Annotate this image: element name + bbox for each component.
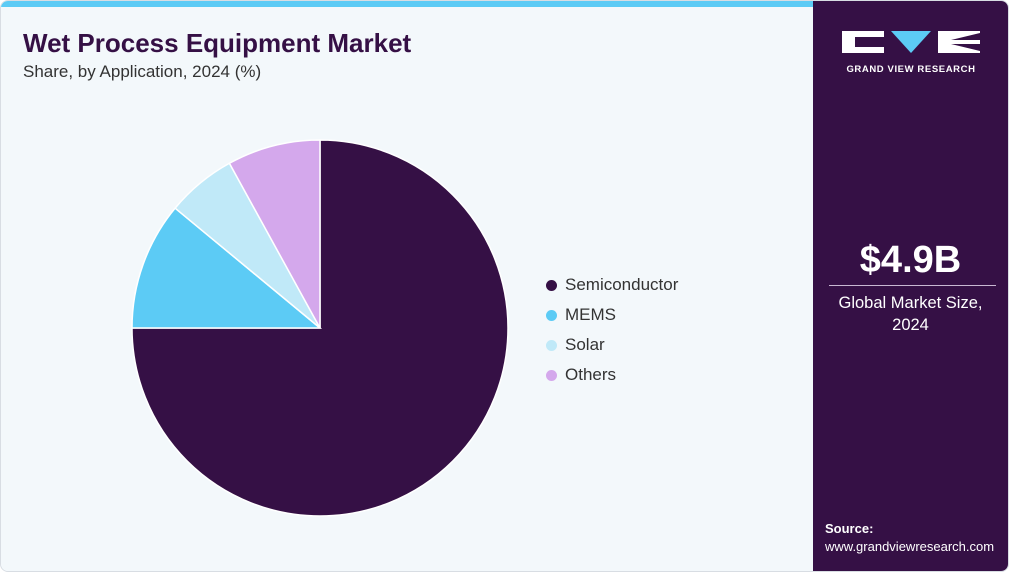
accent-bar — [1, 1, 813, 7]
market-size-label-line1: Global Market Size, — [838, 294, 983, 312]
brand-logo: GRAND VIEW RESEARCH — [841, 29, 981, 75]
market-size-label-line2: 2024 — [892, 316, 929, 334]
legend-item-mems: MEMS — [546, 300, 678, 330]
market-size-value: $4.9B — [859, 239, 962, 281]
legend-swatch-semiconductor — [546, 279, 557, 291]
legend-item-semiconductor: Semiconductor — [546, 270, 678, 300]
chart-legend: Semiconductor MEMS Solar Others — [546, 270, 678, 390]
logo-mark-icon — [842, 31, 980, 53]
legend-swatch-solar — [546, 339, 557, 351]
chart-area: Wet Process Equipment Market Share, by A… — [1, 1, 813, 571]
chart-subtitle: Share, by Application, 2024 (%) — [23, 62, 262, 81]
legend-label-semiconductor: Semiconductor — [565, 275, 679, 294]
legend-label-mems: MEMS — [565, 305, 616, 324]
side-panel: GRAND VIEW RESEARCH $4.9B Global Market … — [813, 1, 1008, 571]
brand-name: GRAND VIEW RESEARCH — [846, 64, 976, 75]
pie-slice-others — [228, 139, 321, 329]
legend-label-solar: Solar — [565, 335, 605, 354]
market-size-label: Global Market Size, 2024 — [813, 292, 1008, 336]
legend-label-others: Others — [565, 365, 617, 384]
chart-title: Wet Process Equipment Market — [23, 28, 412, 58]
legend-swatch-mems — [546, 309, 557, 321]
value-divider — [829, 285, 996, 286]
legend-swatch-others — [546, 369, 557, 381]
legend-item-solar: Solar — [546, 330, 678, 360]
pie-chart — [131, 139, 509, 517]
source-label: Source: — [825, 521, 874, 536]
pie-slice-mems — [131, 207, 323, 329]
source-url: www.grandviewresearch.com — [825, 539, 995, 554]
legend-item-others: Others — [546, 360, 678, 390]
